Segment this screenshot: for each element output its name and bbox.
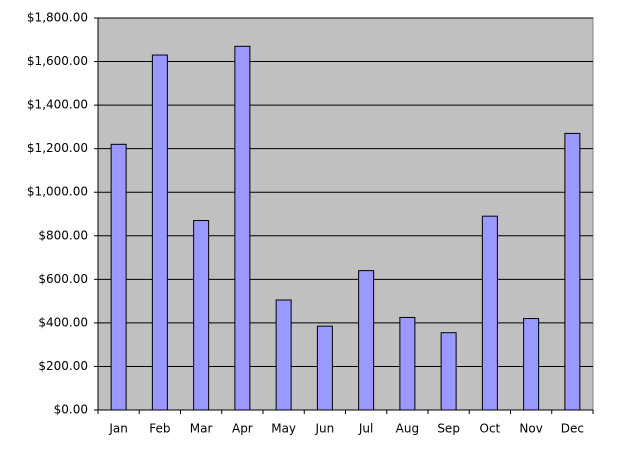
x-tick-label: Jan [108,422,128,436]
y-tick-label: $200.00 [38,359,88,373]
x-tick-label: Oct [480,422,501,436]
y-tick-label: $1,000.00 [27,185,88,199]
x-tick-label: Apr [232,422,253,436]
bar [440,332,457,411]
bar [564,132,581,411]
x-tick-label: Mar [190,422,213,436]
x-tick-label: Dec [561,422,584,436]
y-tick-label: $1,600.00 [27,54,88,68]
bar [523,318,540,411]
y-tick-label: $400.00 [38,315,88,329]
y-tick-label: $1,800.00 [27,11,88,25]
x-tick-label: Jul [358,422,373,436]
y-tick-label: $1,400.00 [27,98,88,112]
bar [234,45,251,411]
bar [275,299,292,411]
bar [358,270,375,411]
x-tick-label: Sep [437,422,460,436]
x-tick-label: Feb [149,422,170,436]
bar [481,215,498,411]
bar [316,325,333,411]
y-tick-label: $1,200.00 [27,141,88,155]
bar [110,143,127,411]
x-tick-label: Nov [519,422,542,436]
y-tick-label: $600.00 [38,272,88,286]
plot-area [97,17,594,411]
bar [193,220,210,411]
x-tick-label: Aug [396,422,419,436]
x-tick-label: May [271,422,296,436]
x-tick-label: Jun [315,422,335,436]
bar [399,316,416,411]
y-tick-label: $0.00 [54,403,88,417]
bar [151,54,168,411]
y-tick-label: $800.00 [38,228,88,242]
